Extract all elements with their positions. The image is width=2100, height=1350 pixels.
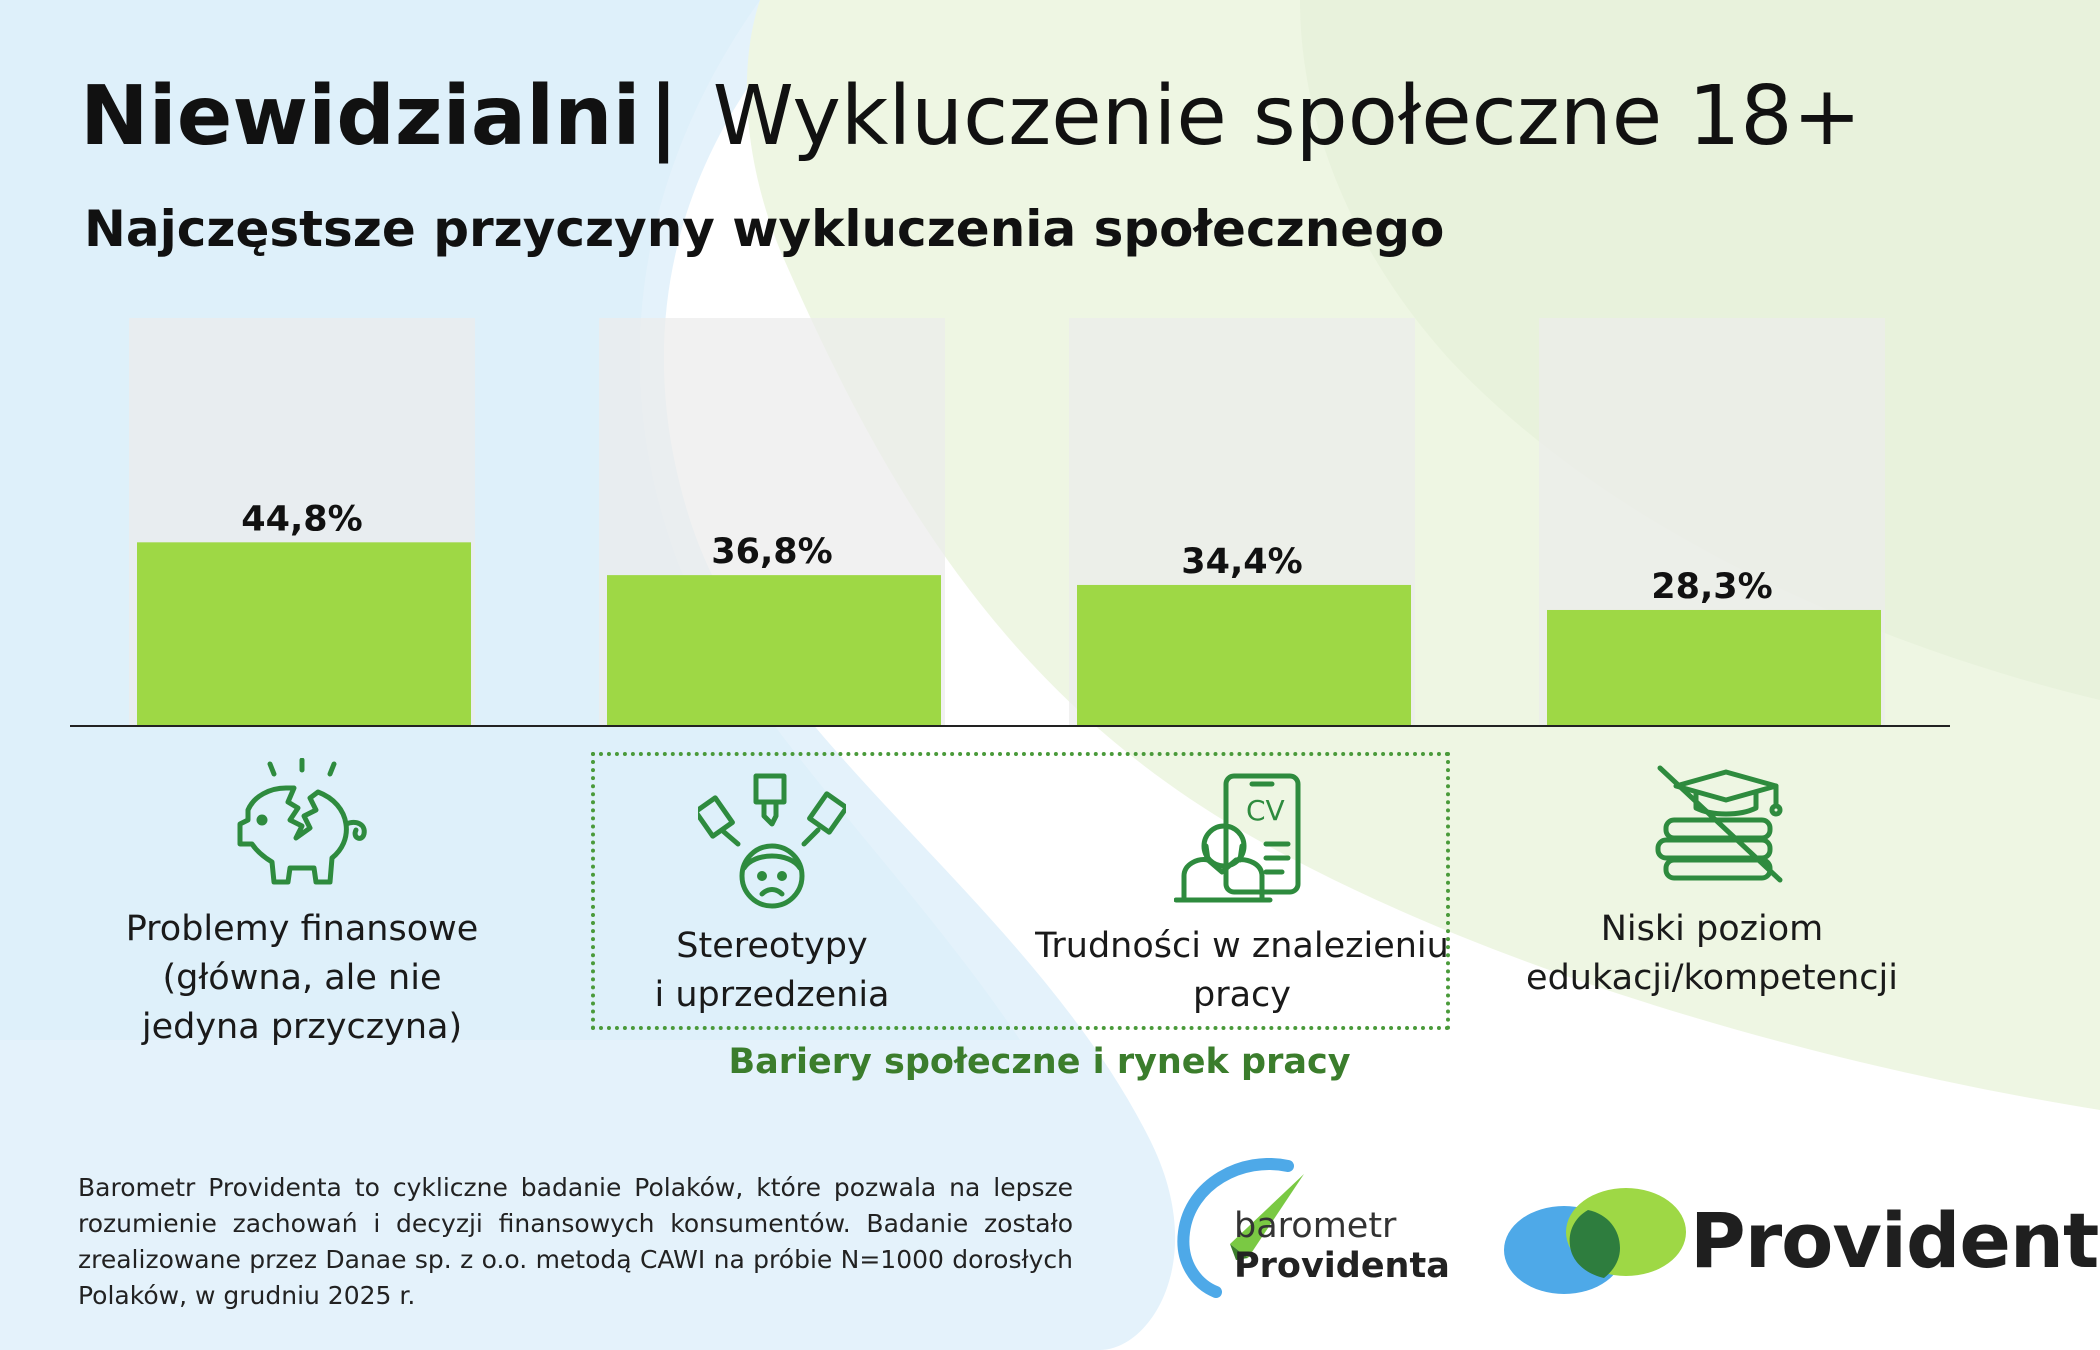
chart-subtitle: Najczęstsze przyczyny wykluczenia społec… <box>84 200 1445 258</box>
barometr-arc-icon <box>1177 1158 1304 1298</box>
barometr-word: barometr <box>1234 1206 1397 1246</box>
bar-stereotypes <box>607 575 941 726</box>
category-label-job-search: Trudności w znalezieniu pracy <box>1035 926 1449 1015</box>
data-label-education: 28,3% <box>1651 567 1772 607</box>
provident-word: Provident <box>1690 1196 2099 1285</box>
data-label-financial: 44,8% <box>241 499 362 539</box>
data-label-stereotypes: 36,8% <box>711 532 832 572</box>
providenta-word: Providenta <box>1234 1246 1450 1286</box>
category-label-education: Niski poziom edukacji/kompetencji <box>1526 909 1898 998</box>
provident-logo: Provident <box>1500 1186 2099 1298</box>
category-label-stereotypes: Stereotypy i uprzedzenia <box>654 926 890 1015</box>
footnote: Barometr Providenta to cykliczne badanie… <box>78 1173 1073 1310</box>
provident-mark-icon <box>1504 1188 1686 1294</box>
page-title: Niewidzialni| Wykluczenie społeczne 18+ <box>80 62 1861 172</box>
svg-text:CV: CV <box>1246 794 1285 827</box>
title-separator: | <box>648 69 679 164</box>
bar-financial <box>137 542 471 726</box>
title-light: Wykluczenie społeczne 18+ <box>712 69 1862 164</box>
title-bold: Niewidzialni <box>80 69 641 164</box>
bar-job-search <box>1077 584 1411 726</box>
stereotypes-pointing-icon <box>698 773 846 909</box>
group-box-social-barriers <box>591 752 1450 1030</box>
data-label-job-search: 34,4% <box>1181 542 1302 582</box>
category-label-financial: Problemy finansowe (główna, ale nie jedy… <box>125 909 479 1047</box>
barometr-providenta-logo: barometr Providenta <box>1176 1158 1450 1298</box>
no-education-books-icon <box>1655 765 1783 883</box>
bar-education <box>1547 609 1881 726</box>
broken-piggy-bank-icon <box>237 758 367 885</box>
job-search-cv-icon: CV <box>1174 773 1301 903</box>
group-label-social-barriers: Bariery społeczne i rynek pracy <box>728 1042 1351 1082</box>
